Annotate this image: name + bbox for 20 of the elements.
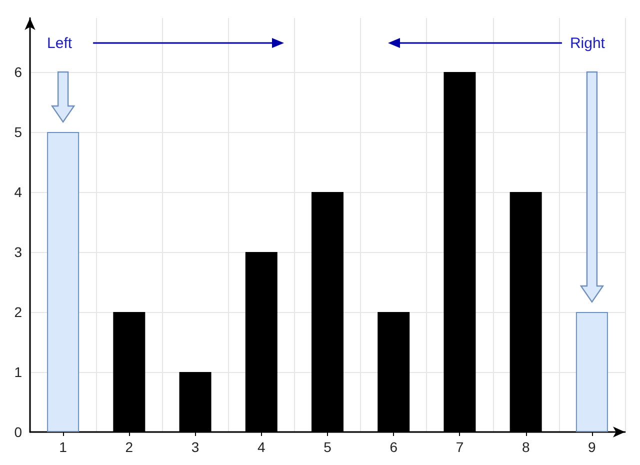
x-tick-label: 7	[456, 439, 464, 455]
bar	[47, 132, 80, 432]
x-tick-label: 4	[257, 439, 266, 455]
y-tick-label: 3	[14, 244, 22, 260]
y-tick-label: 4	[14, 184, 22, 200]
y-tick-label: 1	[14, 364, 22, 380]
y-tick-label: 0	[14, 424, 22, 440]
y-tick-label: 2	[14, 304, 22, 320]
x-tick-label: 1	[59, 439, 68, 455]
x-tick-label: 9	[588, 439, 596, 455]
x-tick-label: 3	[191, 439, 200, 455]
bar	[576, 312, 608, 432]
y-tick-label: 5	[14, 124, 22, 140]
x-tick-label: 2	[125, 439, 134, 455]
x-tick-label: 8	[522, 439, 530, 455]
y-tick-label: 6	[14, 64, 22, 80]
x-tick-label: 5	[324, 439, 332, 455]
annotation: Right	[570, 35, 606, 52]
x-tick-label: 6	[390, 439, 398, 455]
annotation: Left	[47, 35, 73, 52]
